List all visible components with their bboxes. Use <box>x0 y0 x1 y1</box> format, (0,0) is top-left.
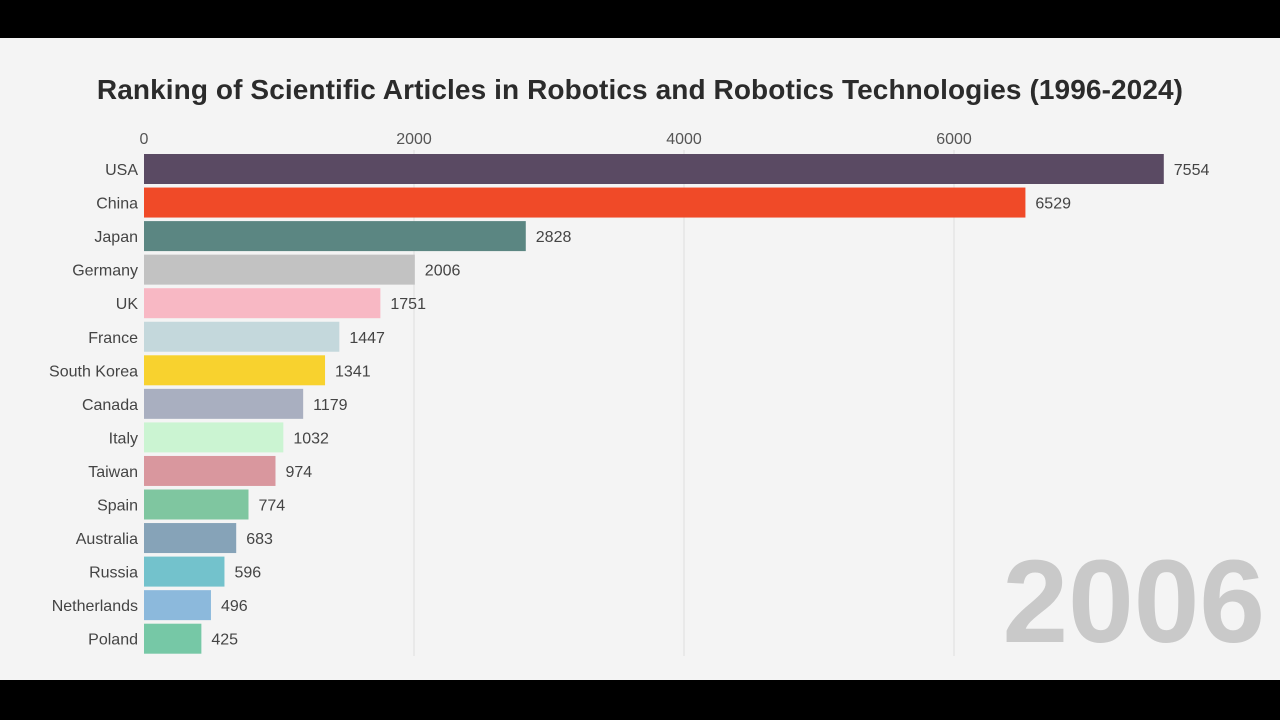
x-tick-label: 4000 <box>666 131 702 148</box>
year-label: 2006 <box>1002 536 1265 668</box>
category-label: Russia <box>89 565 138 582</box>
value-label: 683 <box>246 531 273 548</box>
value-label: 1032 <box>293 430 329 447</box>
value-label: 1447 <box>349 330 385 347</box>
value-label: 7554 <box>1174 162 1210 179</box>
bar-canada <box>144 388 304 419</box>
value-label: 2006 <box>425 263 461 280</box>
value-label: 425 <box>211 632 238 649</box>
category-label: Germany <box>72 263 138 280</box>
value-label: 774 <box>258 498 285 515</box>
category-label: France <box>88 330 138 347</box>
bar-south-korea <box>144 355 326 386</box>
bar-poland <box>144 623 202 654</box>
x-tick-label: 2000 <box>396 131 432 148</box>
bar-italy <box>144 422 284 453</box>
value-label: 974 <box>285 464 312 481</box>
category-label: Poland <box>88 632 138 649</box>
value-label: 1751 <box>390 296 426 313</box>
category-label: USA <box>105 162 138 179</box>
x-tick-label: 0 <box>140 131 149 148</box>
value-label: 496 <box>221 598 248 615</box>
x-tick-label: 6000 <box>936 131 972 148</box>
bar-japan <box>144 221 526 252</box>
category-label: Italy <box>109 430 138 447</box>
category-label: Canada <box>82 397 138 414</box>
category-label: South Korea <box>49 363 138 380</box>
bar-netherlands <box>144 590 211 621</box>
category-label: UK <box>116 296 139 313</box>
bar-taiwan <box>144 455 276 486</box>
category-label: Spain <box>97 498 138 515</box>
bar-usa <box>144 154 1164 184</box>
value-label: 2828 <box>536 229 572 246</box>
category-label: Netherlands <box>52 598 138 615</box>
value-label: 1341 <box>335 363 371 380</box>
bar-russia <box>144 556 225 587</box>
bar-australia <box>144 523 237 554</box>
category-label: China <box>96 196 138 213</box>
bar-china <box>144 187 1026 218</box>
value-label: 6529 <box>1035 196 1071 213</box>
category-label: Australia <box>76 531 138 548</box>
bar-germany <box>144 254 415 285</box>
value-label: 1179 <box>313 397 348 414</box>
bar-france <box>144 321 340 352</box>
category-label: Taiwan <box>88 464 138 481</box>
category-label: Japan <box>94 229 138 246</box>
bar-spain <box>144 489 249 520</box>
value-label: 596 <box>234 565 261 582</box>
chart-title: Ranking of Scientific Articles in Roboti… <box>96 74 1184 105</box>
bar-uk <box>144 288 381 319</box>
